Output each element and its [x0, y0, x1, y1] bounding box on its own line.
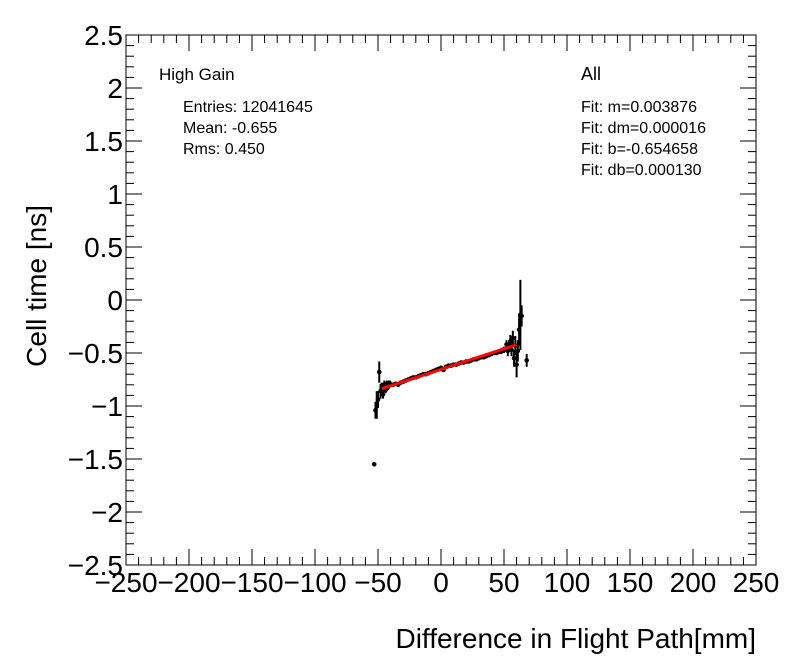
y-tick-label: 2.5 — [84, 20, 123, 51]
data-point — [376, 361, 382, 383]
point-marker — [380, 392, 386, 397]
x-tick-label: −100 — [283, 567, 346, 598]
x-tick-label: −200 — [157, 567, 220, 598]
gain-label: High Gain — [159, 65, 235, 84]
y-tick-labels: −2.5 −2 −1.5 −1 −0.5 0 0.5 1 1.5 2 2.5 — [68, 20, 123, 581]
point-marker — [511, 356, 517, 361]
point-marker — [376, 369, 382, 375]
data-points — [371, 279, 529, 467]
data-point — [375, 391, 381, 409]
fit-m-label: Fit: m=0.003876 — [581, 99, 697, 116]
y-tick-label: −1 — [91, 391, 123, 422]
point-marker — [375, 397, 381, 402]
data-point — [371, 462, 377, 467]
rms-label: Rms: 0.450 — [183, 141, 265, 158]
fit-line — [381, 343, 518, 391]
axis-ticks — [125, 34, 757, 566]
y-tick-label: 1 — [107, 179, 123, 210]
y-axis-label: Cell time [ns] — [21, 205, 52, 367]
point-marker — [519, 313, 524, 319]
data-point — [511, 349, 517, 367]
point-marker — [510, 335, 516, 341]
fit-dm-label: Fit: dm=0.000016 — [581, 120, 706, 137]
point-marker — [371, 462, 377, 467]
point-marker — [509, 347, 514, 353]
data-point — [380, 390, 386, 399]
x-tick-label: 50 — [488, 567, 519, 598]
data-point — [514, 351, 519, 378]
point-marker — [515, 348, 521, 354]
x-tick-label: 200 — [670, 567, 717, 598]
y-tick-label: −2 — [91, 497, 123, 528]
data-point — [515, 340, 521, 362]
data-point — [510, 330, 516, 346]
point-marker — [508, 339, 513, 344]
x-tick-labels: −250 −200 −150 −100 −50 0 50 100 150 200 250 — [94, 567, 779, 598]
x-tick-label: −50 — [354, 567, 402, 598]
y-tick-label: 0 — [107, 285, 123, 316]
x-tick-label: 150 — [607, 567, 654, 598]
x-tick-label: 100 — [544, 567, 591, 598]
mean-label: Mean: -0.655 — [183, 120, 277, 137]
y-tick-label: 0.5 — [84, 232, 123, 263]
data-point — [519, 305, 524, 327]
data-point — [524, 354, 529, 367]
fit-db-label: Fit: db=0.000130 — [581, 162, 702, 179]
x-tick-label: 250 — [733, 567, 780, 598]
fit-b-label: Fit: b=-0.654658 — [581, 141, 698, 158]
entries-label: Entries: 12041645 — [183, 99, 313, 116]
x-tick-label: −150 — [220, 567, 283, 598]
selection-label: All — [581, 64, 601, 84]
y-tick-label: 2 — [107, 73, 123, 104]
point-marker — [524, 358, 529, 363]
point-marker — [514, 362, 519, 367]
y-tick-label: −1.5 — [68, 444, 123, 475]
x-tick-label: 0 — [433, 567, 449, 598]
x-axis-label: Difference in Flight Path[mm] — [395, 623, 756, 654]
y-tick-label: −0.5 — [68, 338, 123, 369]
x-tick-label: −250 — [94, 567, 157, 598]
y-tick-label: 1.5 — [84, 126, 123, 157]
y-tick-label: −2.5 — [68, 550, 123, 581]
